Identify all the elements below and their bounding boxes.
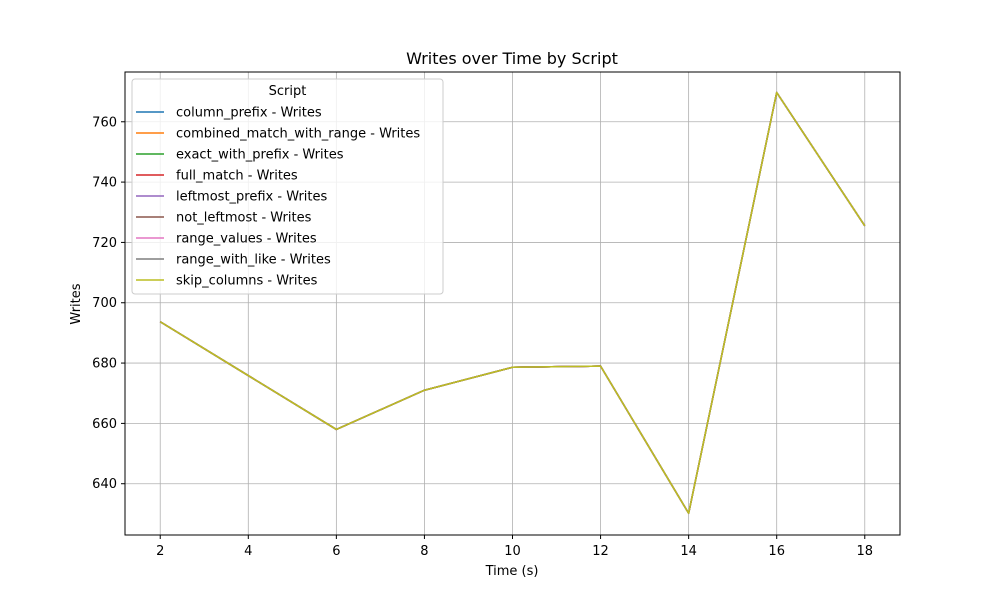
- x-tick-label: 2: [156, 544, 164, 559]
- series-lines: [159, 91, 866, 515]
- legend-box: [131, 78, 444, 295]
- legend-entry-label: full_match - Writes: [176, 169, 298, 184]
- x-tick-label: 8: [420, 544, 428, 559]
- y-tick-label: 720: [92, 236, 117, 251]
- axis-ticks: 2 4 6 8 10 12 14 16 18 640 660 680 700 720 740 760: [92, 115, 873, 559]
- y-tick-label: 760: [92, 115, 117, 130]
- y-tick-label: 700: [92, 296, 117, 311]
- x-tick-label: 10: [504, 544, 521, 559]
- y-axis-label: Writes: [69, 283, 84, 324]
- legend-entry-label: range_with_like - Writes: [176, 253, 331, 268]
- x-axis-label: Time (s): [485, 564, 539, 579]
- legend-entry-label: exact_with_prefix - Writes: [176, 148, 344, 163]
- legend-entry-label: skip_columns - Writes: [176, 274, 318, 289]
- grid: [125, 72, 900, 535]
- x-tick-label: 12: [592, 544, 609, 559]
- y-tick-label: 680: [92, 357, 117, 372]
- x-tick-label: 4: [244, 544, 252, 559]
- x-tick-label: 16: [768, 544, 785, 559]
- legend-entry-label: leftmost_prefix - Writes: [176, 190, 328, 205]
- legend: Script column_prefix - Writes combined_ma…: [131, 78, 444, 295]
- legend-entry-label: range_values - Writes: [176, 232, 317, 247]
- legend-entry-label: column_prefix - Writes: [176, 106, 322, 121]
- x-tick-label: 14: [680, 544, 697, 559]
- y-tick-label: 640: [92, 477, 117, 492]
- y-tick-label: 740: [92, 176, 117, 191]
- x-tick-label: 6: [332, 544, 340, 559]
- legend-title: Script: [269, 84, 307, 99]
- chart-title: Writes over Time by Script: [406, 49, 618, 68]
- legend-entry-label: combined_match_with_range - Writes: [176, 127, 420, 142]
- legend-items: column_prefix - Writes combined_match_wit…: [136, 106, 420, 289]
- series-line-8: [159, 91, 866, 515]
- legend-entry-label: not_leftmost - Writes: [176, 211, 312, 226]
- y-tick-label: 660: [92, 417, 117, 432]
- x-tick-label: 18: [856, 544, 873, 559]
